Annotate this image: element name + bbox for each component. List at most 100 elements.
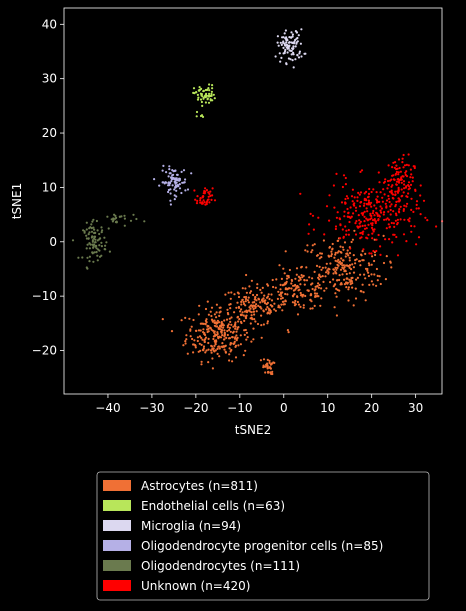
data-point [207,87,210,90]
data-point [376,195,379,198]
data-point [237,320,240,323]
data-point [85,228,88,231]
data-point [382,181,386,184]
data-point [311,287,314,291]
data-point [286,51,289,54]
data-point [426,219,429,222]
data-point [201,338,204,341]
data-point [395,170,398,174]
data-point [235,330,238,333]
data-point [240,300,243,303]
data-point [284,29,287,32]
data-point [212,335,215,338]
data-point [279,297,283,300]
data-point [362,212,365,215]
data-point [306,244,309,247]
data-point [359,170,362,173]
data-point [265,308,268,311]
data-point [281,309,284,312]
data-point [218,355,221,358]
data-point [234,336,237,339]
data-point [196,336,199,339]
data-point [250,314,253,317]
data-point [239,343,242,346]
x-tick-label: −10 [227,401,252,415]
data-point [344,197,347,201]
data-point [382,234,385,237]
data-point [368,264,371,267]
data-point [370,226,374,229]
data-point [248,306,251,309]
data-point [403,183,406,186]
data-point [287,47,290,50]
data-point [334,259,337,262]
data-point [325,287,328,290]
data-point [202,349,205,352]
data-point [378,181,381,184]
data-point [320,287,323,290]
data-point [252,307,255,311]
data-point [383,218,386,221]
data-point [313,289,316,292]
data-point [288,49,291,52]
data-point [113,213,116,216]
data-point [347,212,350,215]
data-point [370,273,373,276]
data-point [202,345,206,348]
data-point [397,173,400,176]
data-point [92,246,95,249]
data-point [223,338,226,341]
data-point [185,334,188,337]
data-point [188,317,191,320]
data-point [338,217,341,220]
data-point [392,161,395,164]
y-tick-label: 30 [42,72,57,86]
data-point [204,336,208,339]
data-point [88,242,91,245]
data-point [90,230,94,233]
data-point [174,169,177,172]
legend-swatch [103,560,131,571]
x-axis-ticks: −40 −30 −20 −10 0 10 20 30 [95,394,423,415]
data-point [183,181,186,184]
data-point [330,250,333,253]
data-point [211,194,214,197]
data-point [207,337,210,340]
data-point [373,214,376,217]
data-point [199,201,202,204]
data-point [286,329,289,332]
data-point [336,251,339,254]
data-point [283,272,286,275]
data-point [221,346,224,349]
data-point [336,211,339,214]
data-point [204,96,207,99]
data-point [291,294,294,297]
data-point [402,208,405,211]
data-point [313,243,316,246]
data-point [112,217,115,220]
data-point [368,187,371,191]
data-point [290,31,293,34]
data-point [235,339,238,342]
data-point [182,344,185,347]
data-point [385,218,388,221]
data-point [348,266,351,269]
data-point [96,254,99,257]
data-point [91,251,94,254]
x-tick-label: 30 [408,401,423,415]
data-point [195,91,198,94]
data-point [360,254,363,257]
data-point [390,203,393,206]
data-point [417,236,421,239]
data-point [376,274,379,277]
data-point [336,266,339,269]
data-point [370,201,373,204]
data-point [220,324,223,327]
data-point [86,267,89,270]
data-point [395,164,398,167]
data-point [204,187,207,190]
data-point [252,338,255,341]
data-point [372,249,375,253]
legend-label: Unknown (n=420) [141,579,250,593]
data-point [402,233,406,236]
